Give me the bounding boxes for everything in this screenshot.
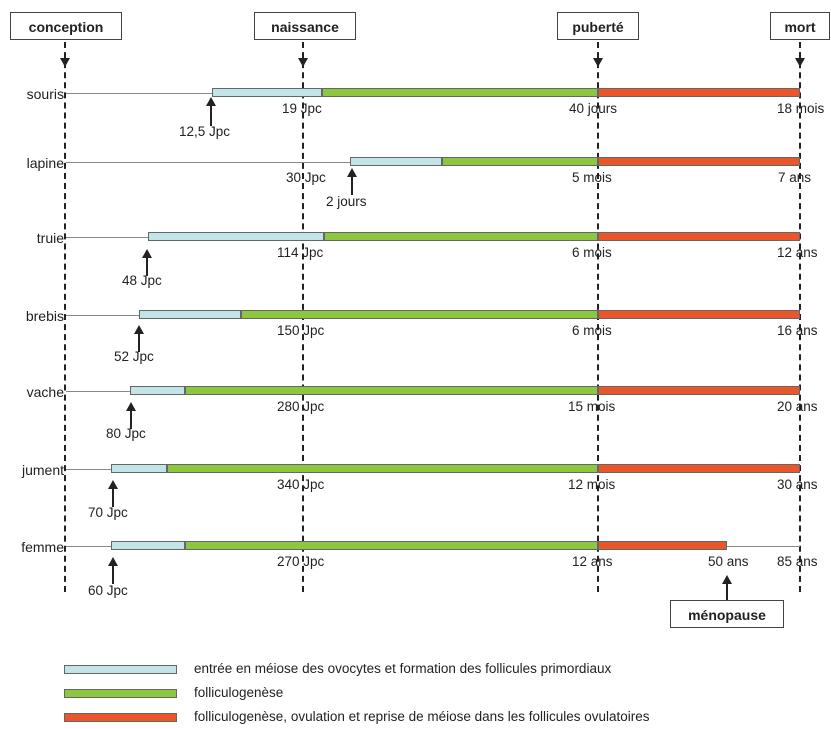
death-label: 16 ans [777, 323, 818, 338]
onset-arrow [351, 175, 353, 195]
legend-label-ovulation: folliculogenèse, ovulation et reprise de… [194, 709, 650, 724]
milestone-mort: mort [770, 12, 830, 40]
mort-line [799, 42, 801, 592]
bar-folliculogenesis [185, 386, 598, 395]
bar-meiosis-entry [212, 88, 322, 97]
birth-label: 340 Jpc [277, 477, 325, 492]
milestone-naissance: naissance [254, 12, 356, 40]
bar-folliculogenesis [185, 541, 598, 550]
milestone-conception: conception [10, 12, 122, 40]
timeline-axis [66, 546, 111, 547]
onset-label: 80 Jpc [106, 426, 146, 441]
bar-meiosis-entry [350, 157, 442, 166]
death-label: 7 ans [778, 170, 812, 185]
onset-label: 52 Jpc [114, 349, 154, 364]
bar-ovulation [598, 310, 800, 319]
onset-arrowhead [126, 402, 136, 411]
bar-meiosis-entry [111, 541, 185, 550]
puberty-label: 5 mois [572, 170, 612, 185]
bar-meiosis-entry [139, 310, 241, 319]
menopause-arrow [726, 582, 728, 600]
bar-ovulation [598, 541, 727, 550]
bar-meiosis-entry [111, 464, 167, 473]
death-label: 85 ans [777, 554, 818, 569]
birth-label: 150 Jpc [277, 323, 325, 338]
timeline-axis [66, 391, 130, 392]
bar-folliculogenesis [324, 232, 598, 241]
timeline-axis [66, 162, 350, 163]
species-jument: jument [21, 462, 64, 478]
bar-ovulation [598, 464, 800, 473]
timeline-axis-post-menopause [727, 546, 800, 547]
bar-meiosis-entry [148, 232, 324, 241]
puberty-label: 12 mois [568, 477, 616, 492]
puberty-label: 6 mois [572, 245, 612, 260]
legend-swatch-folliculogenesis [64, 689, 177, 698]
onset-arrow [112, 487, 114, 507]
death-label: 20 ans [777, 399, 818, 414]
onset-arrowhead [108, 480, 118, 489]
species-truie: truie [36, 230, 64, 246]
bar-meiosis-entry [130, 386, 185, 395]
mort-arrowhead [795, 58, 805, 67]
bar-ovulation [598, 386, 800, 395]
onset-arrowhead [347, 168, 357, 177]
onset-arrow [112, 564, 114, 584]
menopause-age-label: 50 ans [708, 554, 749, 569]
species-vache: vache [26, 384, 64, 400]
onset-arrowhead [108, 557, 118, 566]
bar-ovulation [598, 157, 800, 166]
legend-label-meiosis: entrée en méiose des ovocytes et formati… [194, 661, 612, 676]
onset-label: 12,5 Jpc [179, 124, 231, 139]
species-lapine: lapine [26, 155, 64, 171]
puberty-label: 6 mois [572, 323, 612, 338]
onset-arrow [130, 409, 132, 429]
death-label: 18 mois [777, 101, 825, 116]
legend-swatch-meiosis [64, 665, 177, 674]
onset-label: 48 Jpc [122, 273, 162, 288]
bar-folliculogenesis [322, 88, 598, 97]
bar-folliculogenesis [167, 464, 598, 473]
species-femme: femme [21, 539, 64, 555]
timeline-axis [66, 469, 111, 470]
death-label: 30 ans [777, 477, 818, 492]
bar-ovulation [598, 232, 800, 241]
onset-label: 2 jours [326, 194, 367, 209]
onset-arrow [146, 256, 148, 276]
onset-arrow [138, 332, 140, 352]
puberte-arrowhead [593, 58, 603, 67]
bar-ovulation [598, 88, 800, 97]
onset-arrow [210, 104, 212, 126]
timeline-axis [66, 315, 139, 316]
timeline-axis [66, 237, 148, 238]
onset-arrowhead [134, 325, 144, 334]
onset-arrowhead [206, 97, 216, 106]
menopause-arrowhead [722, 575, 732, 584]
legend-swatch-ovulation [64, 713, 177, 722]
onset-arrowhead [142, 249, 152, 258]
puberty-label: 12 ans [572, 554, 613, 569]
puberty-label: 15 mois [568, 399, 616, 414]
conception-line [64, 42, 66, 592]
onset-label: 70 Jpc [88, 505, 128, 520]
onset-label: 60 Jpc [88, 583, 128, 598]
death-label: 12 ans [777, 245, 818, 260]
conception-arrowhead [60, 58, 70, 67]
birth-label: 19 Jpc [282, 101, 322, 116]
bar-folliculogenesis [241, 310, 598, 319]
birth-label: 114 Jpc [277, 245, 324, 260]
bar-folliculogenesis [442, 157, 598, 166]
puberty-label: 40 jours [569, 101, 618, 116]
naissance-arrowhead [298, 58, 308, 67]
species-brebis: brebis [25, 308, 64, 324]
birth-label: 280 Jpc [277, 399, 325, 414]
birth-label: 30 Jpc [286, 170, 326, 185]
milestone-puberte: puberté [557, 12, 639, 40]
timeline-axis [66, 93, 212, 94]
milestone-menopause: ménopause [670, 600, 784, 628]
species-souris: souris [26, 86, 64, 102]
legend-label-folliculogenesis: folliculogenèse [194, 685, 284, 700]
birth-label: 270 Jpc [277, 554, 325, 569]
